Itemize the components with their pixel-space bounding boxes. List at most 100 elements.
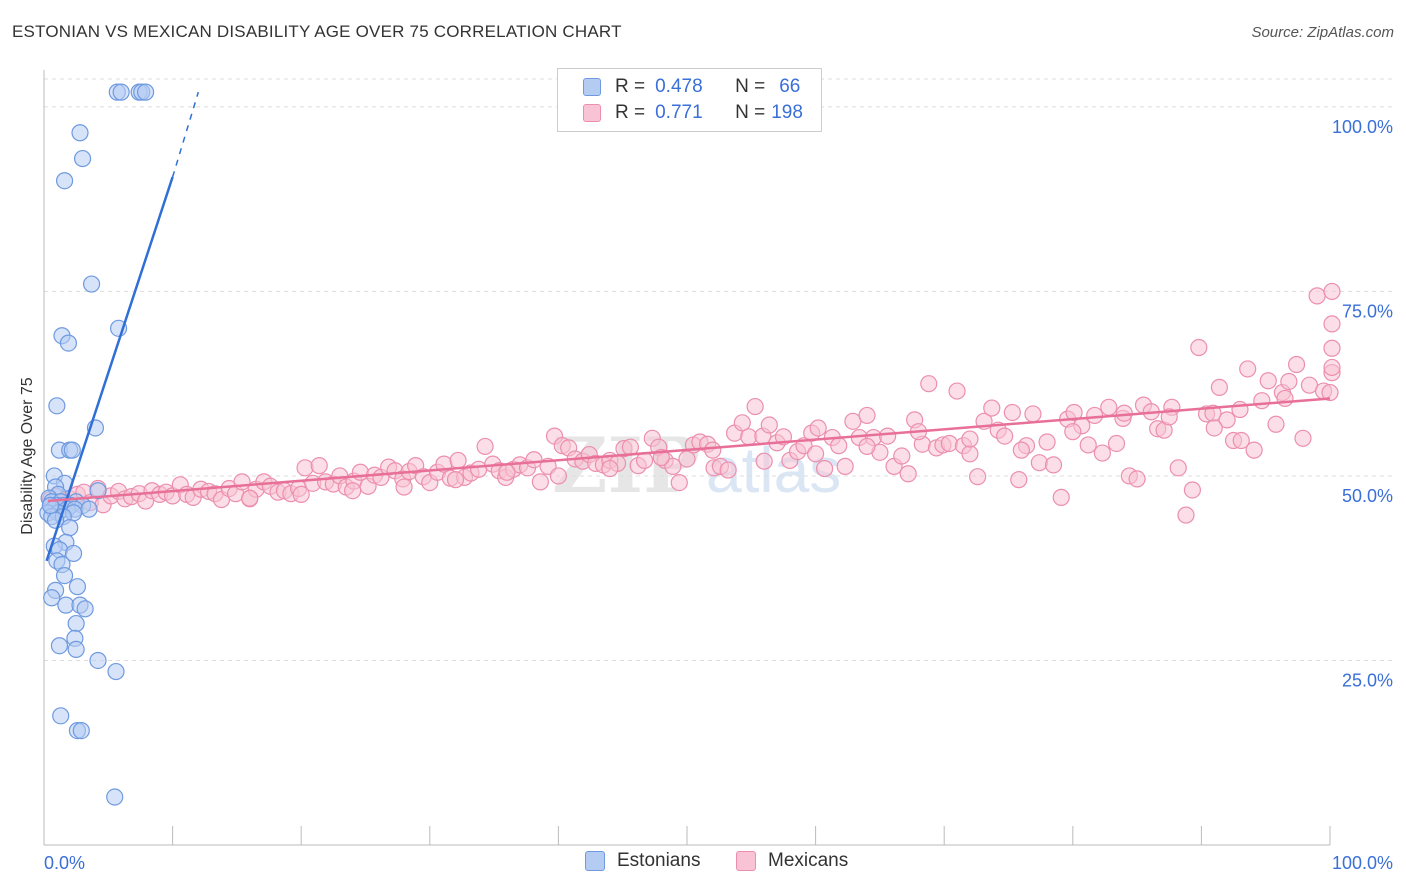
legend-n-label: N = [735, 102, 766, 123]
mexican-point [755, 452, 773, 470]
mexican-point [1065, 403, 1083, 422]
mexican-point [816, 459, 834, 478]
mexican-point [1276, 389, 1294, 408]
mexican-point [1030, 454, 1048, 472]
mexican-point [1107, 434, 1126, 453]
mexican-point [1210, 378, 1229, 396]
estonian-point [82, 275, 101, 293]
y-tick-label: 50.0% [1342, 486, 1393, 506]
mexican-point [670, 473, 688, 492]
mexican-point [733, 414, 751, 432]
mexican-point [664, 457, 682, 475]
legend-r-value: 0.771 [655, 102, 703, 123]
mexican-point [1024, 405, 1042, 423]
mexican-point [1183, 481, 1201, 499]
estonian-point [72, 721, 90, 740]
estonian-point [55, 566, 74, 585]
legend-n-value: 66 [779, 76, 801, 97]
estonian-point [55, 172, 74, 190]
mexican-point [449, 451, 467, 470]
mexican-point [893, 447, 911, 465]
mexican-point [531, 473, 549, 491]
mexican-point [1323, 282, 1341, 301]
estonians-trendline [45, 176, 174, 562]
mexican-point [969, 468, 987, 486]
legend-item-mexicans: Mexicans [736, 850, 848, 872]
legend-r-label: R = [615, 102, 646, 123]
mexican-point [1323, 339, 1341, 357]
mexican-point [920, 375, 938, 393]
estonian-point [61, 519, 79, 537]
y-tick-label: 75.0% [1342, 301, 1393, 321]
mexican-point [351, 463, 369, 481]
mexican-point [1093, 444, 1111, 462]
mexican-point [1177, 506, 1195, 524]
mexican-point [1128, 470, 1146, 488]
mexican-point [879, 427, 897, 445]
legend-n-label: N = [735, 76, 766, 97]
correlation-legend: R = 0.478 N = 66 R = 0.771 N = 198 [557, 68, 822, 132]
mexican-point [549, 467, 568, 485]
mexican-point [858, 406, 876, 425]
mexican-point [996, 427, 1014, 445]
mexican-point [1253, 392, 1271, 410]
legend-r-label: R = [615, 76, 646, 97]
mexican-point [1190, 338, 1208, 357]
estonian-point [43, 589, 61, 607]
mexican-point [1205, 419, 1223, 437]
mexican-point [1321, 383, 1339, 402]
y-tick-label: 25.0% [1342, 670, 1393, 690]
estonians-legend-swatch [585, 851, 605, 871]
mexican-point [1308, 287, 1326, 305]
mexican-point [1267, 415, 1285, 433]
mexican-point [1259, 372, 1277, 390]
estonian-point [107, 662, 125, 681]
mexican-point [1232, 431, 1250, 450]
mexican-point [858, 437, 876, 456]
legend-item-estonians: Estonians [585, 850, 700, 872]
mexican-point [344, 482, 362, 500]
legend-label-mexicans: Mexicans [768, 850, 849, 871]
mexican-point [1100, 398, 1118, 416]
estonian-point [50, 637, 69, 655]
mexican-point [1052, 488, 1070, 506]
mexican-point [476, 437, 494, 456]
mexican-point [233, 473, 251, 491]
legend-r-value: 0.478 [655, 76, 703, 97]
y-axis-label: Disability Age Over 75 [19, 377, 36, 535]
mexican-point [704, 441, 722, 459]
legend-row-estonians: R = 0.478 N = 66 [583, 75, 800, 99]
mexicans-trendline [47, 397, 1331, 503]
mexican-point [1280, 372, 1298, 391]
mexican-point [395, 478, 413, 496]
mexican-point [1003, 403, 1021, 422]
mexican-point [1086, 406, 1104, 425]
mexican-point [940, 434, 958, 453]
mexican-point [899, 465, 917, 483]
y-tick-label: 100.0% [1332, 117, 1393, 137]
mexicans-legend-swatch [736, 851, 756, 871]
mexican-point [310, 457, 328, 475]
mexican-point [292, 485, 310, 504]
mexican-point [1231, 400, 1249, 419]
mexicans-swatch [583, 104, 601, 122]
estonian-point [48, 397, 66, 415]
mexican-point [809, 419, 827, 437]
estonian-point [73, 149, 92, 168]
mexican-point [746, 397, 764, 416]
legend-label-estonians: Estonians [617, 850, 701, 871]
legend-n-value: 198 [771, 102, 803, 123]
mexican-point [1115, 404, 1133, 422]
estonian-point [112, 83, 130, 101]
mexican-point [525, 451, 543, 469]
mexican-point [446, 471, 465, 489]
mexican-point [1239, 360, 1257, 378]
mexican-point [1064, 423, 1082, 441]
estonian-point [71, 124, 89, 142]
mexican-point [1160, 408, 1178, 426]
mexican-point [1323, 358, 1341, 377]
mexican-point [1079, 436, 1097, 454]
mexican-point [1010, 471, 1028, 489]
x-tick-label-max: 100.0% [1332, 853, 1393, 873]
mexican-point [983, 399, 1001, 417]
